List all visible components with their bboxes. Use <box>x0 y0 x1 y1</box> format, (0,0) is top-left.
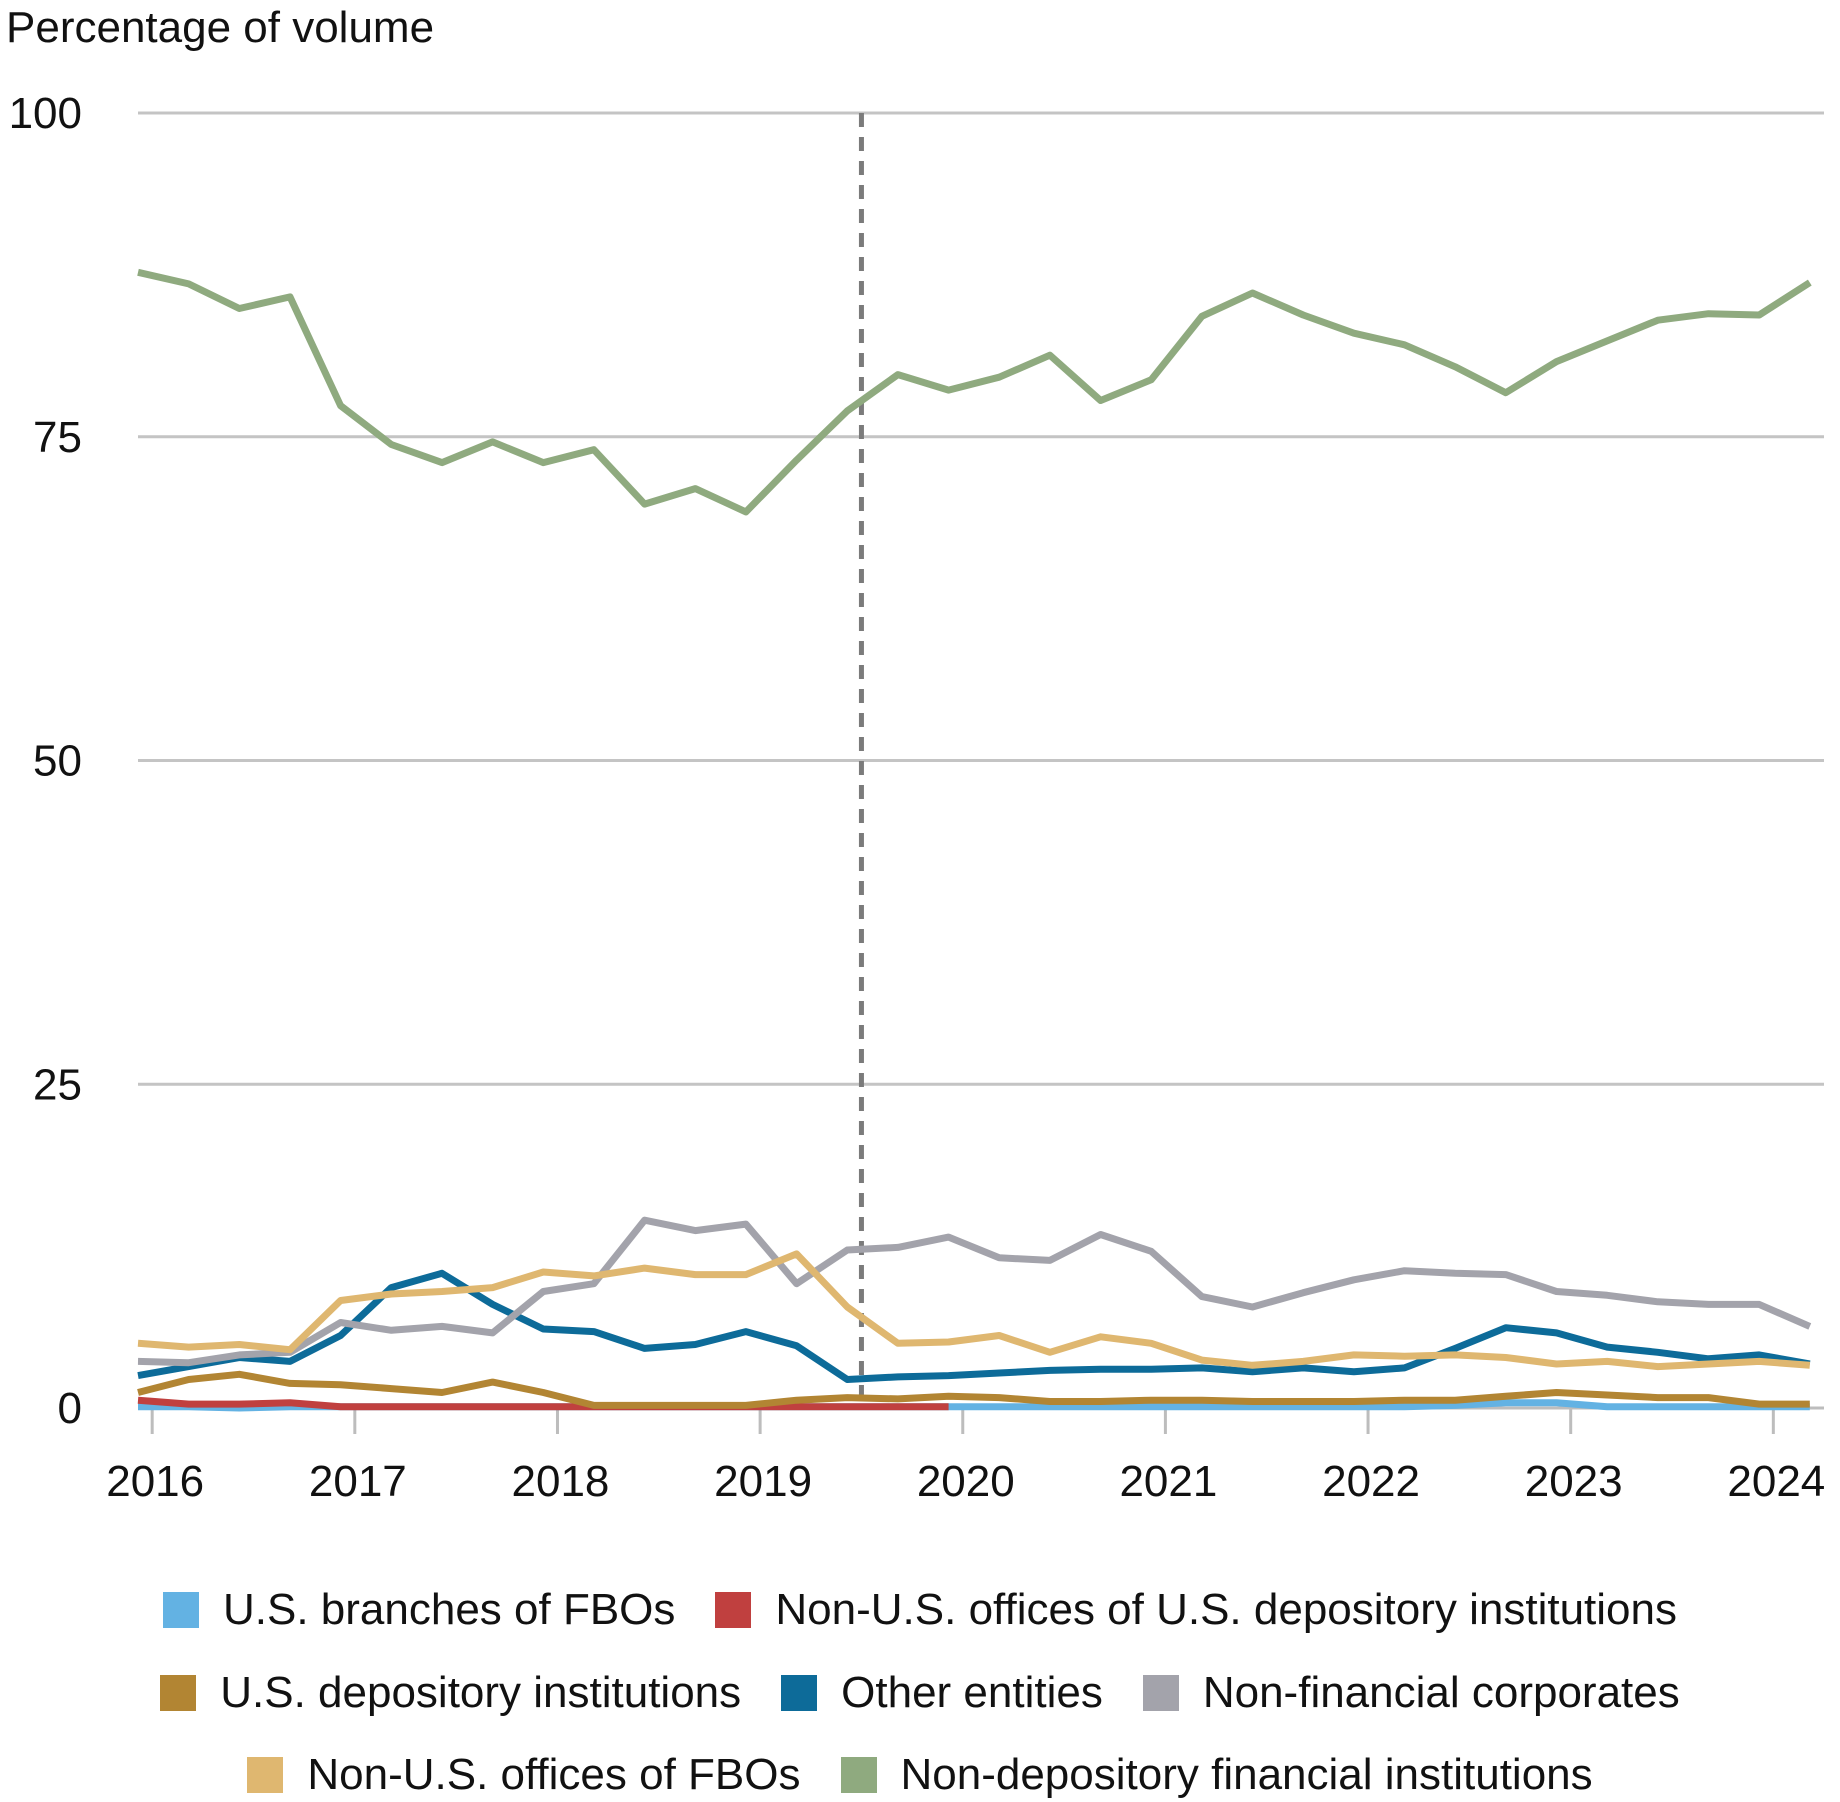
legend-label: Non-U.S. offices of U.S. depository inst… <box>775 1585 1677 1634</box>
legend-label: Non-depository financial institutions <box>900 1750 1593 1799</box>
legend-row-1: U.S. branches of FBOs Non-U.S. offices o… <box>0 1585 1840 1635</box>
x-tick-label: 2024 <box>1727 1457 1825 1506</box>
x-tick-label: 2022 <box>1322 1457 1420 1506</box>
y-tick-label: 100 <box>9 89 82 138</box>
series-lines <box>137 268 1812 1412</box>
series-line-1 <box>137 1396 949 1411</box>
series-line-4 <box>137 1216 1812 1367</box>
legend-swatch <box>160 1675 197 1711</box>
gridlines <box>138 111 1824 1410</box>
x-tick-label: 2017 <box>309 1457 407 1506</box>
legend-swatch <box>781 1675 818 1711</box>
x-tick-label: 2020 <box>917 1457 1015 1506</box>
legend-swatch <box>247 1757 284 1793</box>
legend-swatch <box>1142 1675 1179 1711</box>
series-line-6 <box>137 268 1812 516</box>
legend-swatch <box>840 1757 877 1793</box>
legend-swatch <box>715 1592 752 1628</box>
legend-label: Non-financial corporates <box>1202 1668 1680 1717</box>
y-tick-label: 75 <box>33 413 82 462</box>
legend-row-2: U.S. depository institutions Other entit… <box>0 1668 1840 1718</box>
legend-item-non-depository-financial: Non-depository financial institutions <box>840 1750 1593 1800</box>
x-tick-label: 2018 <box>512 1457 610 1506</box>
legend-label: U.S. depository institutions <box>220 1668 742 1717</box>
series-line-2 <box>137 1370 1810 1409</box>
legend-item-us-branches-fbos: U.S. branches of FBOs <box>163 1585 675 1635</box>
legend-item-non-us-offices-fbos: Non-U.S. offices of FBOs <box>247 1750 801 1800</box>
series-line-3 <box>137 1269 1811 1383</box>
x-tick-label: 2023 <box>1525 1457 1623 1506</box>
legend-label: U.S. branches of FBOs <box>223 1585 676 1634</box>
x-tick-label: 2019 <box>714 1457 812 1506</box>
y-tick-label: 0 <box>58 1384 82 1433</box>
legend-item-non-financial-corporates: Non-financial corporates <box>1142 1668 1680 1718</box>
legend-item-other-entities: Other entities <box>781 1668 1103 1718</box>
y-axis-title: Percentage of volume <box>6 3 434 52</box>
x-tick-label: 2016 <box>106 1457 204 1506</box>
y-tick-label: 50 <box>33 737 82 786</box>
x-axis: 2016 2017 2018 2019 2020 2021 2022 2023 2024 <box>106 1406 1825 1506</box>
legend-row-3: Non-U.S. offices of FBOs Non-depository … <box>0 1750 1840 1800</box>
x-tick-label: 2021 <box>1119 1457 1217 1506</box>
y-tick-label: 25 <box>33 1060 82 1109</box>
legend-item-non-us-offices-us-depository: Non-U.S. offices of U.S. depository inst… <box>715 1585 1677 1635</box>
line-chart: Percentage of volume 0 25 50 75 100 2016 2017… <box>6 3 1825 1506</box>
legend-item-us-depository: U.S. depository institutions <box>160 1668 741 1718</box>
series-line-5 <box>137 1250 1811 1371</box>
legend-swatch <box>163 1592 199 1628</box>
legend-label: Other entities <box>841 1668 1103 1717</box>
legend-label: Non-U.S. offices of FBOs <box>307 1750 801 1799</box>
y-tick-labels: 0 25 50 75 100 <box>9 89 82 1433</box>
